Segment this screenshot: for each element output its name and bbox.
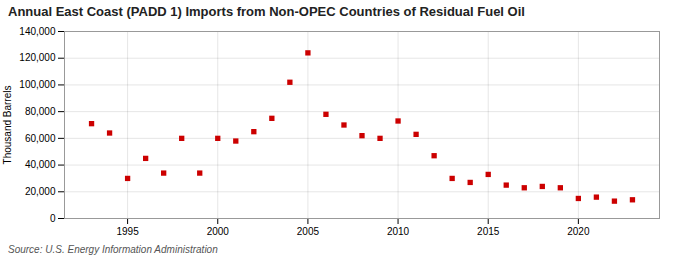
svg-text:40,000: 40,000 (25, 159, 56, 170)
html-text:Source: U.S. Energy Informatio: Source: U.S. Energy Information Administ… (8, 244, 218, 255)
svg-text:100,000: 100,000 (19, 79, 56, 90)
html-text:Annual East Coast (PADD 1) Imp: Annual East Coast (PADD 1) Imports from … (8, 4, 525, 19)
svg-text:2020: 2020 (567, 226, 590, 237)
svg-text:Thousand Barrels: Thousand Barrels (2, 86, 13, 165)
svg-text:20,000: 20,000 (25, 186, 56, 197)
svg-text:1995: 1995 (116, 226, 139, 237)
svg-text:2010: 2010 (387, 226, 410, 237)
svg-text:120,000: 120,000 (19, 52, 56, 63)
svg-text:2015: 2015 (477, 226, 500, 237)
svg-text:2000: 2000 (207, 226, 230, 237)
svg-text:60,000: 60,000 (25, 133, 56, 144)
svg-text:140,000: 140,000 (19, 26, 56, 37)
svg-text:2005: 2005 (297, 226, 320, 237)
svg-text:0: 0 (50, 213, 56, 224)
svg-text:80,000: 80,000 (25, 106, 56, 117)
